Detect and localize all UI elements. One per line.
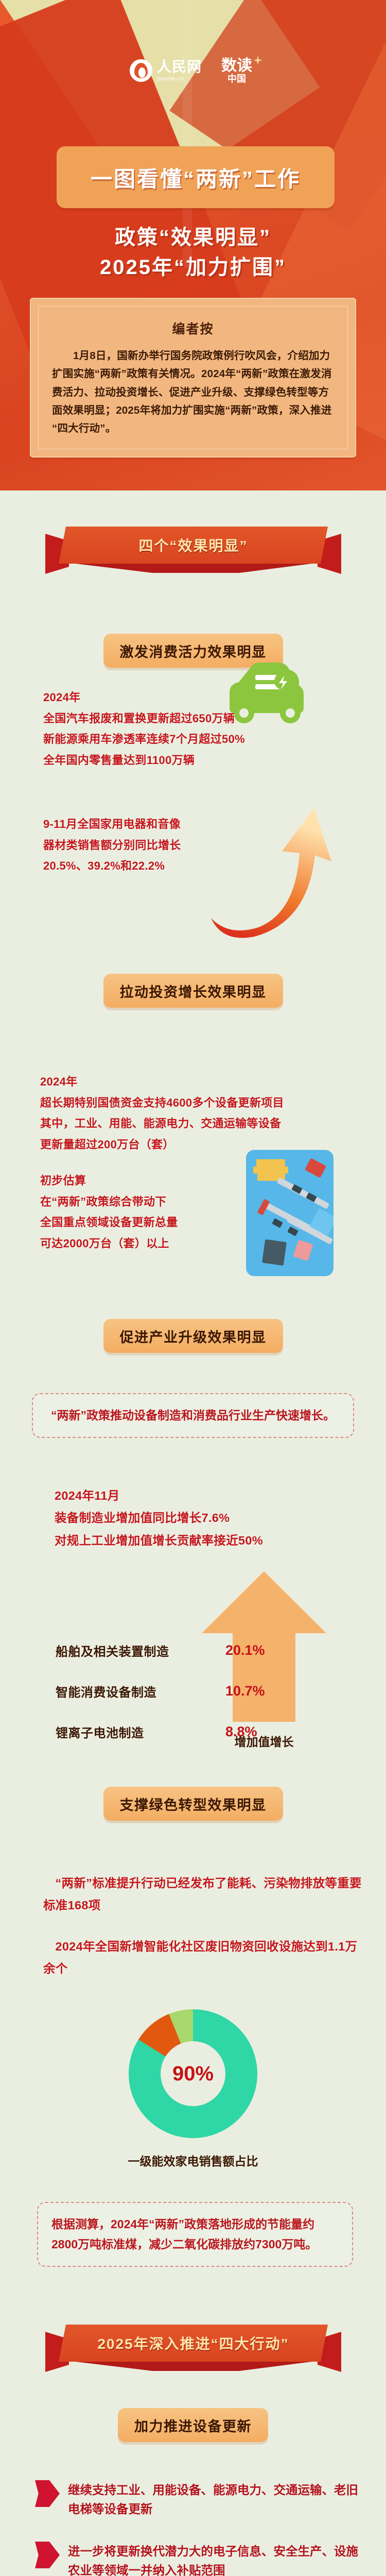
industry-stat-line-2: 对规上工业增加值增长贡献率接近50% — [55, 1533, 263, 1547]
rate-row-2: 锂离子电池制造 8.8% — [56, 1723, 344, 1741]
logo-row: 人民网 people.cn 数读 中国 — [0, 56, 386, 84]
appliance-stat-line-1: 器材类销售额分别同比增长 — [43, 838, 181, 852]
estimate-stat-line-0: 初步估算 — [40, 1174, 86, 1187]
shudu-logo-line1: 数读 — [221, 57, 252, 74]
rate-value-2: 8.8% — [225, 1724, 257, 1739]
arrow-bullet-icon — [35, 2541, 60, 2569]
editor-note-card: 编者按 1月8日，国新办举行国务院政策例行吹风会，介绍加力扩围实施“两新”政策有… — [30, 298, 356, 457]
investment-stat-line-3: 更新量超过200万台（套） — [40, 1138, 174, 1151]
section1-banner-label: 四个“效果明显” — [138, 538, 248, 554]
content-area: 四个“效果明显” 激发消费活力效果明显 2024年 全国汽车报废和置换更新超过6… — [0, 490, 386, 2576]
pill-investment-label: 拉动投资增长效果明显 — [119, 984, 267, 1000]
pill-green-label: 支撑绿色转型效果明显 — [119, 1797, 267, 1813]
list-item: 进一步将更新换代潜力大的电子信息、安全生产、设施农业等领域一并纳入补贴范围 — [35, 2540, 364, 2576]
industry-stats: 2024年11月 装备制造业增加值同比增长7.6% 对规上工业增加值增长贡献率接… — [55, 1485, 363, 1552]
rate-label-1: 智能消费设备制造 — [56, 1686, 156, 1700]
rate-row-0: 船舶及相关装置制造 20.1% — [56, 1641, 344, 1659]
industry-growth-arrow-chart — [202, 1571, 326, 1722]
page-subtitle: 政策“效果明显” 2025年“加力扩围” — [0, 223, 386, 282]
page-subtitle-line-2: 2025年“加力扩围” — [100, 256, 286, 279]
industry-callout: “两新”政策推动设备制造和消费品行业生产快速增长。 — [32, 1393, 354, 1438]
consumption-stat-line-0: 2024年 — [43, 691, 81, 704]
donut-caption: 一级能效家电销售额占比 — [128, 2155, 258, 2168]
people-cn-logo[interactable]: 人民网 people.cn — [129, 58, 202, 82]
consumption-stat-line-3: 全年国内零售量达到1100万辆 — [43, 754, 195, 767]
industry-stat-line-0: 2024年11月 — [55, 1489, 120, 1502]
shudu-zhongguo-logo[interactable]: 数读 中国 — [221, 56, 262, 84]
pill-equipment-update-label: 加力推进设备更新 — [134, 2418, 252, 2434]
pill-consumption: 激发消费活力效果明显 — [0, 634, 386, 668]
green-stats: “两新”标准提升行动已经发布了能耗、污染物排放等重要标准168项 2024年全国… — [43, 1872, 362, 1980]
bullet-text: 继续支持工业、用能设备、能源电力、交通运输、老旧电梯等设备更新 — [68, 2483, 358, 2516]
appliance-stats: 9-11月全国家用电器和音像 器材类销售额分别同比增长 20.5%、39.2%和… — [43, 814, 259, 877]
people-logo-icon — [129, 59, 152, 82]
investment-stat-line-0: 2024年 — [40, 1075, 78, 1088]
green-stat-line-1: 2024年全国新增智能化社区废旧物资回收设施达到1.1万余个 — [43, 1939, 358, 1976]
equipment-estimate-stats: 初步估算 在“两新”政策综合带动下 全国重点领域设备更新总量 可达2000万台（… — [40, 1171, 256, 1255]
industry-rate-list: 船舶及相关装置制造 20.1% 智能消费设备制造 10.7% 锂离子电池制造 8… — [56, 1641, 344, 1741]
industry-stat-line-1: 装备制造业增加值同比增长7.6% — [55, 1511, 230, 1525]
rate-label-2: 锂离子电池制造 — [56, 1726, 144, 1740]
pill-industry-label: 促进产业升级效果明显 — [119, 1329, 267, 1345]
industry-callout-text: “两新”政策推动设备制造和消费品行业生产快速增长。 — [51, 1409, 335, 1422]
growth-arrow-icon — [211, 808, 331, 938]
bullet-text: 进一步将更新换代潜力大的电子信息、安全生产、设施农业等领域一并纳入补贴范围 — [68, 2545, 358, 2576]
consumption-stat-line-1: 全国汽车报废和置换更新超过650万辆 — [43, 711, 235, 725]
consumption-stats: 2024年 全国汽车报废和置换更新超过650万辆 新能源乘用车渗透率连续7个月超… — [43, 687, 362, 771]
rate-row-1: 智能消费设备制造 10.7% — [56, 1682, 344, 1700]
estimate-stat-line-3: 可达2000万台（套）以上 — [40, 1237, 169, 1250]
section-banner-actions: 2025年深入推进“四大行动” — [45, 2325, 341, 2379]
editor-note-title: 编者按 — [172, 322, 214, 336]
smart-factory-illustration — [246, 1150, 334, 1276]
energy-efficiency-donut-chart: 90% — [129, 2009, 257, 2138]
estimate-stat-line-2: 全国重点领域设备更新总量 — [40, 1216, 178, 1229]
shudu-logo-line2: 中国 — [227, 73, 246, 84]
appliance-stat-line-0: 9-11月全国家用电器和音像 — [43, 818, 181, 831]
investment-stat-line-1: 超长期特别国债资金支持4600多个设备更新项目 — [40, 1096, 284, 1109]
pill-consumption-label: 激发消费活力效果明显 — [119, 644, 267, 660]
header-banner: 人民网 people.cn 数读 中国 一图看懂“两新”工作 政策“效果明显” … — [0, 0, 386, 490]
green-stat-line-0: “两新”标准提升行动已经发布了能耗、污染物排放等重要标准168项 — [43, 1876, 362, 1912]
page-subtitle-line-1: 政策“效果明显” — [115, 226, 271, 249]
green-callout: 根据测算，2024年“两新”政策落地形成的节能量约2800万吨标准煤，减少二氧化… — [37, 2202, 353, 2267]
appliance-stat-line-2: 20.5%、39.2%和22.2% — [43, 859, 165, 873]
page-title-plate: 一图看懂“两新”工作 — [57, 146, 335, 208]
equipment-update-list: 继续支持工业、用能设备、能源电力、交通运输、老旧电梯等设备更新 进一步将更新换代… — [35, 2479, 364, 2576]
electric-car-icon — [230, 663, 304, 723]
pill-green: 支撑绿色转型效果明显 — [0, 1787, 386, 1821]
pill-equipment-update: 加力推进设备更新 — [0, 2408, 386, 2442]
arrow-bullet-icon — [35, 2480, 60, 2507]
editor-note-body: 1月8日，国新办举行国务院政策例行吹风会，介绍加力扩围实施“两新”政策有关情况。… — [52, 350, 332, 434]
pill-industry: 促进产业升级效果明显 — [0, 1319, 386, 1353]
sparkle-icon — [253, 56, 262, 65]
investment-stat-line-2: 其中，工业、用能、能源电力、交通运输等设备 — [40, 1117, 282, 1130]
rate-value-0: 20.1% — [225, 1642, 265, 1658]
page-title: 一图看懂“两新”工作 — [90, 166, 301, 191]
green-callout-text: 根据测算，2024年“两新”政策落地形成的节能量约2800万吨标准煤，减少二氧化… — [51, 2217, 318, 2251]
list-item: 继续支持工业、用能设备、能源电力、交通运输、老旧电梯等设备更新 — [35, 2479, 364, 2519]
industry-chart-caption: 增加值增长 — [234, 1735, 294, 1749]
section2-banner-label: 2025年深入推进“四大行动” — [97, 2336, 289, 2352]
investment-stats: 2024年 超长期特别国债资金支持4600多个设备更新项目 其中，工业、用能、能… — [40, 1072, 364, 1156]
estimate-stat-line-1: 在“两新”政策综合带动下 — [40, 1195, 167, 1208]
donut-ring — [129, 2009, 257, 2138]
donut-center-value: 90% — [172, 2062, 214, 2085]
people-logo-en-text: people.cn — [156, 75, 184, 82]
pill-investment: 拉动投资增长效果明显 — [0, 974, 386, 1008]
section-banner-effects: 四个“效果明显” — [45, 527, 341, 581]
rate-value-1: 10.7% — [225, 1683, 265, 1699]
consumption-stat-line-2: 新能源乘用车渗透率连续7个月超过50% — [43, 733, 245, 746]
rate-label-0: 船舶及相关装置制造 — [56, 1645, 169, 1659]
people-logo-cn-text: 人民网 — [156, 58, 202, 75]
